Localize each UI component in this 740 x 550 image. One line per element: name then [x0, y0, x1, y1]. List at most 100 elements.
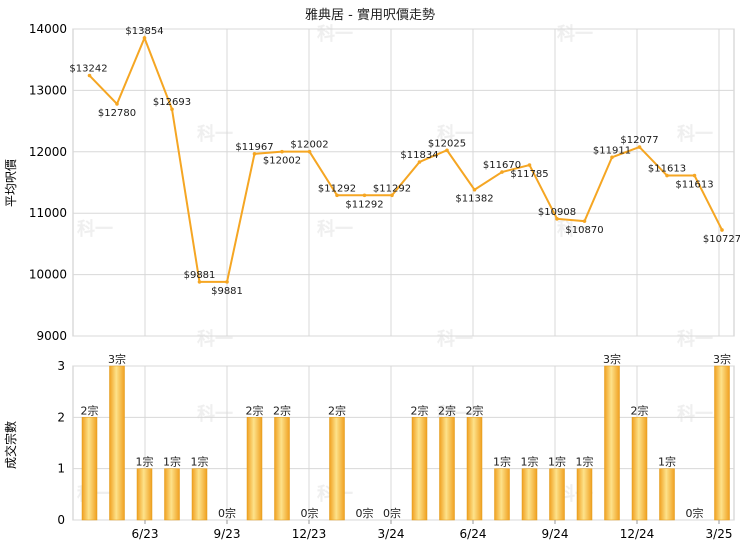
line-point [307, 149, 312, 154]
watermark-layer: 科一科一科一科一科一科一科一科一科一科一科一科一科一科一科一科一科一 [77, 23, 713, 505]
line-value-label: $12780 [98, 108, 136, 119]
bar-value-label: 1宗 [521, 455, 539, 469]
line-value-label: $11834 [400, 150, 438, 161]
x-tick-label: 3/25 [706, 527, 733, 541]
bar-value-label: 2宗 [438, 403, 456, 417]
line-point [665, 173, 669, 178]
line-point [555, 217, 559, 221]
watermark-text: 科一 [677, 328, 713, 350]
bottom-y-tick-label: 1 [57, 462, 65, 476]
bar [274, 417, 290, 521]
bar-labels: 2宗 3宗 1宗 1宗 1宗 0宗 2宗 2宗 0宗 2宗 0宗 0宗 2宗 2宗 2宗 1宗 1宗 1宗 1宗 3宗… [81, 352, 732, 520]
bar-value-label: 2宗 [411, 403, 429, 417]
bar-value-label: 1宗 [548, 455, 566, 469]
bar [631, 417, 648, 521]
x-axis-ticks: 6/23 9/23 12/23 3/24 6/24 9/24 12/24 3/25 [132, 520, 733, 541]
top-grid [72, 28, 735, 337]
bar [329, 417, 345, 521]
line-point [252, 152, 257, 156]
bottom-grid [72, 365, 735, 521]
line-value-label: $11613 [675, 180, 713, 191]
bar [411, 417, 428, 521]
bottom-y-axis-title: 成交宗數 [3, 421, 18, 469]
bar-value-label: 2宗 [246, 403, 264, 417]
watermark-text: 科一 [197, 403, 233, 425]
x-tick-label: 6/24 [460, 527, 487, 541]
line-value-label: $11785 [510, 169, 548, 180]
bar-value-label: 1宗 [658, 455, 676, 469]
top-y-axis-title: 平均呎價 [4, 159, 18, 207]
bar [659, 468, 675, 521]
x-tick-label: 9/23 [214, 527, 241, 541]
bar-value-label: 2宗 [81, 403, 99, 417]
watermark-text: 科一 [437, 123, 473, 145]
watermark-text: 科一 [557, 218, 593, 240]
bar [164, 468, 180, 521]
watermark-text: 科一 [557, 23, 593, 45]
bar-value-label: 3宗 [603, 352, 621, 366]
watermark-text: 科一 [197, 328, 233, 350]
line-value-label: $11382 [455, 194, 493, 205]
bar [191, 468, 208, 521]
line-value-label: $11967 [235, 142, 273, 153]
line-point [692, 173, 697, 178]
bar-value-label: 1宗 [136, 455, 154, 469]
line-point [720, 228, 724, 232]
bar-value-label: 2宗 [328, 403, 346, 417]
line-value-label: $12002 [290, 140, 328, 151]
line-point [335, 193, 339, 198]
line-point [87, 73, 92, 78]
bar-value-label: 0宗 [356, 506, 374, 520]
line-value-label: $13854 [125, 26, 163, 37]
bar [576, 468, 593, 521]
line-value-label: $12002 [263, 156, 301, 167]
bottom-y-tick-label: 0 [57, 513, 65, 527]
bar-value-label: 0宗 [686, 506, 704, 520]
line-value-label: $10908 [538, 207, 576, 218]
bar-value-label: 1宗 [493, 455, 511, 469]
line-value-label: $12025 [428, 138, 466, 149]
line-value-label: $13242 [69, 64, 107, 75]
bar-value-label: 3宗 [108, 352, 126, 366]
bar-value-label: 0宗 [383, 506, 401, 520]
bar [494, 468, 510, 521]
line-point [637, 145, 642, 149]
bar-value-label: 2宗 [466, 403, 484, 417]
bar-value-label: 2宗 [273, 403, 291, 417]
bar [246, 417, 263, 521]
bar [521, 468, 538, 521]
line-point [197, 280, 202, 284]
bar [466, 417, 483, 521]
bar-value-label: 1宗 [191, 455, 209, 469]
line-value-label: $11670 [483, 160, 521, 171]
x-tick-label: 12/24 [620, 527, 655, 541]
line-point [610, 155, 614, 160]
watermark-text: 科一 [317, 23, 353, 45]
line-point [390, 193, 394, 198]
x-tick-label: 3/24 [378, 527, 405, 541]
top-y-tick-label: 12000 [29, 145, 67, 159]
bar [81, 417, 98, 521]
line-value-label: $11613 [648, 164, 686, 175]
line-point [225, 280, 229, 284]
line-point [142, 36, 147, 40]
watermark-text: 科一 [437, 328, 473, 350]
top-y-tick-label: 10000 [29, 268, 67, 282]
x-tick-label: 6/23 [132, 527, 159, 541]
line-point [500, 170, 504, 174]
line-value-label: $11292 [318, 183, 356, 194]
x-tick-label: 12/23 [292, 527, 327, 541]
line-value-label: $11292 [345, 199, 383, 210]
bar [109, 365, 125, 521]
line-point [472, 187, 477, 192]
line-value-label: $11911 [593, 145, 631, 156]
line-point [170, 107, 174, 112]
line-point [417, 160, 422, 164]
line-value-label: $9881 [184, 270, 216, 281]
bar-value-label: 0宗 [218, 506, 236, 520]
line-path [88, 35, 723, 283]
line-value-label: $12077 [620, 135, 658, 146]
line-point [445, 148, 449, 153]
bar-value-label: 3宗 [713, 352, 731, 366]
